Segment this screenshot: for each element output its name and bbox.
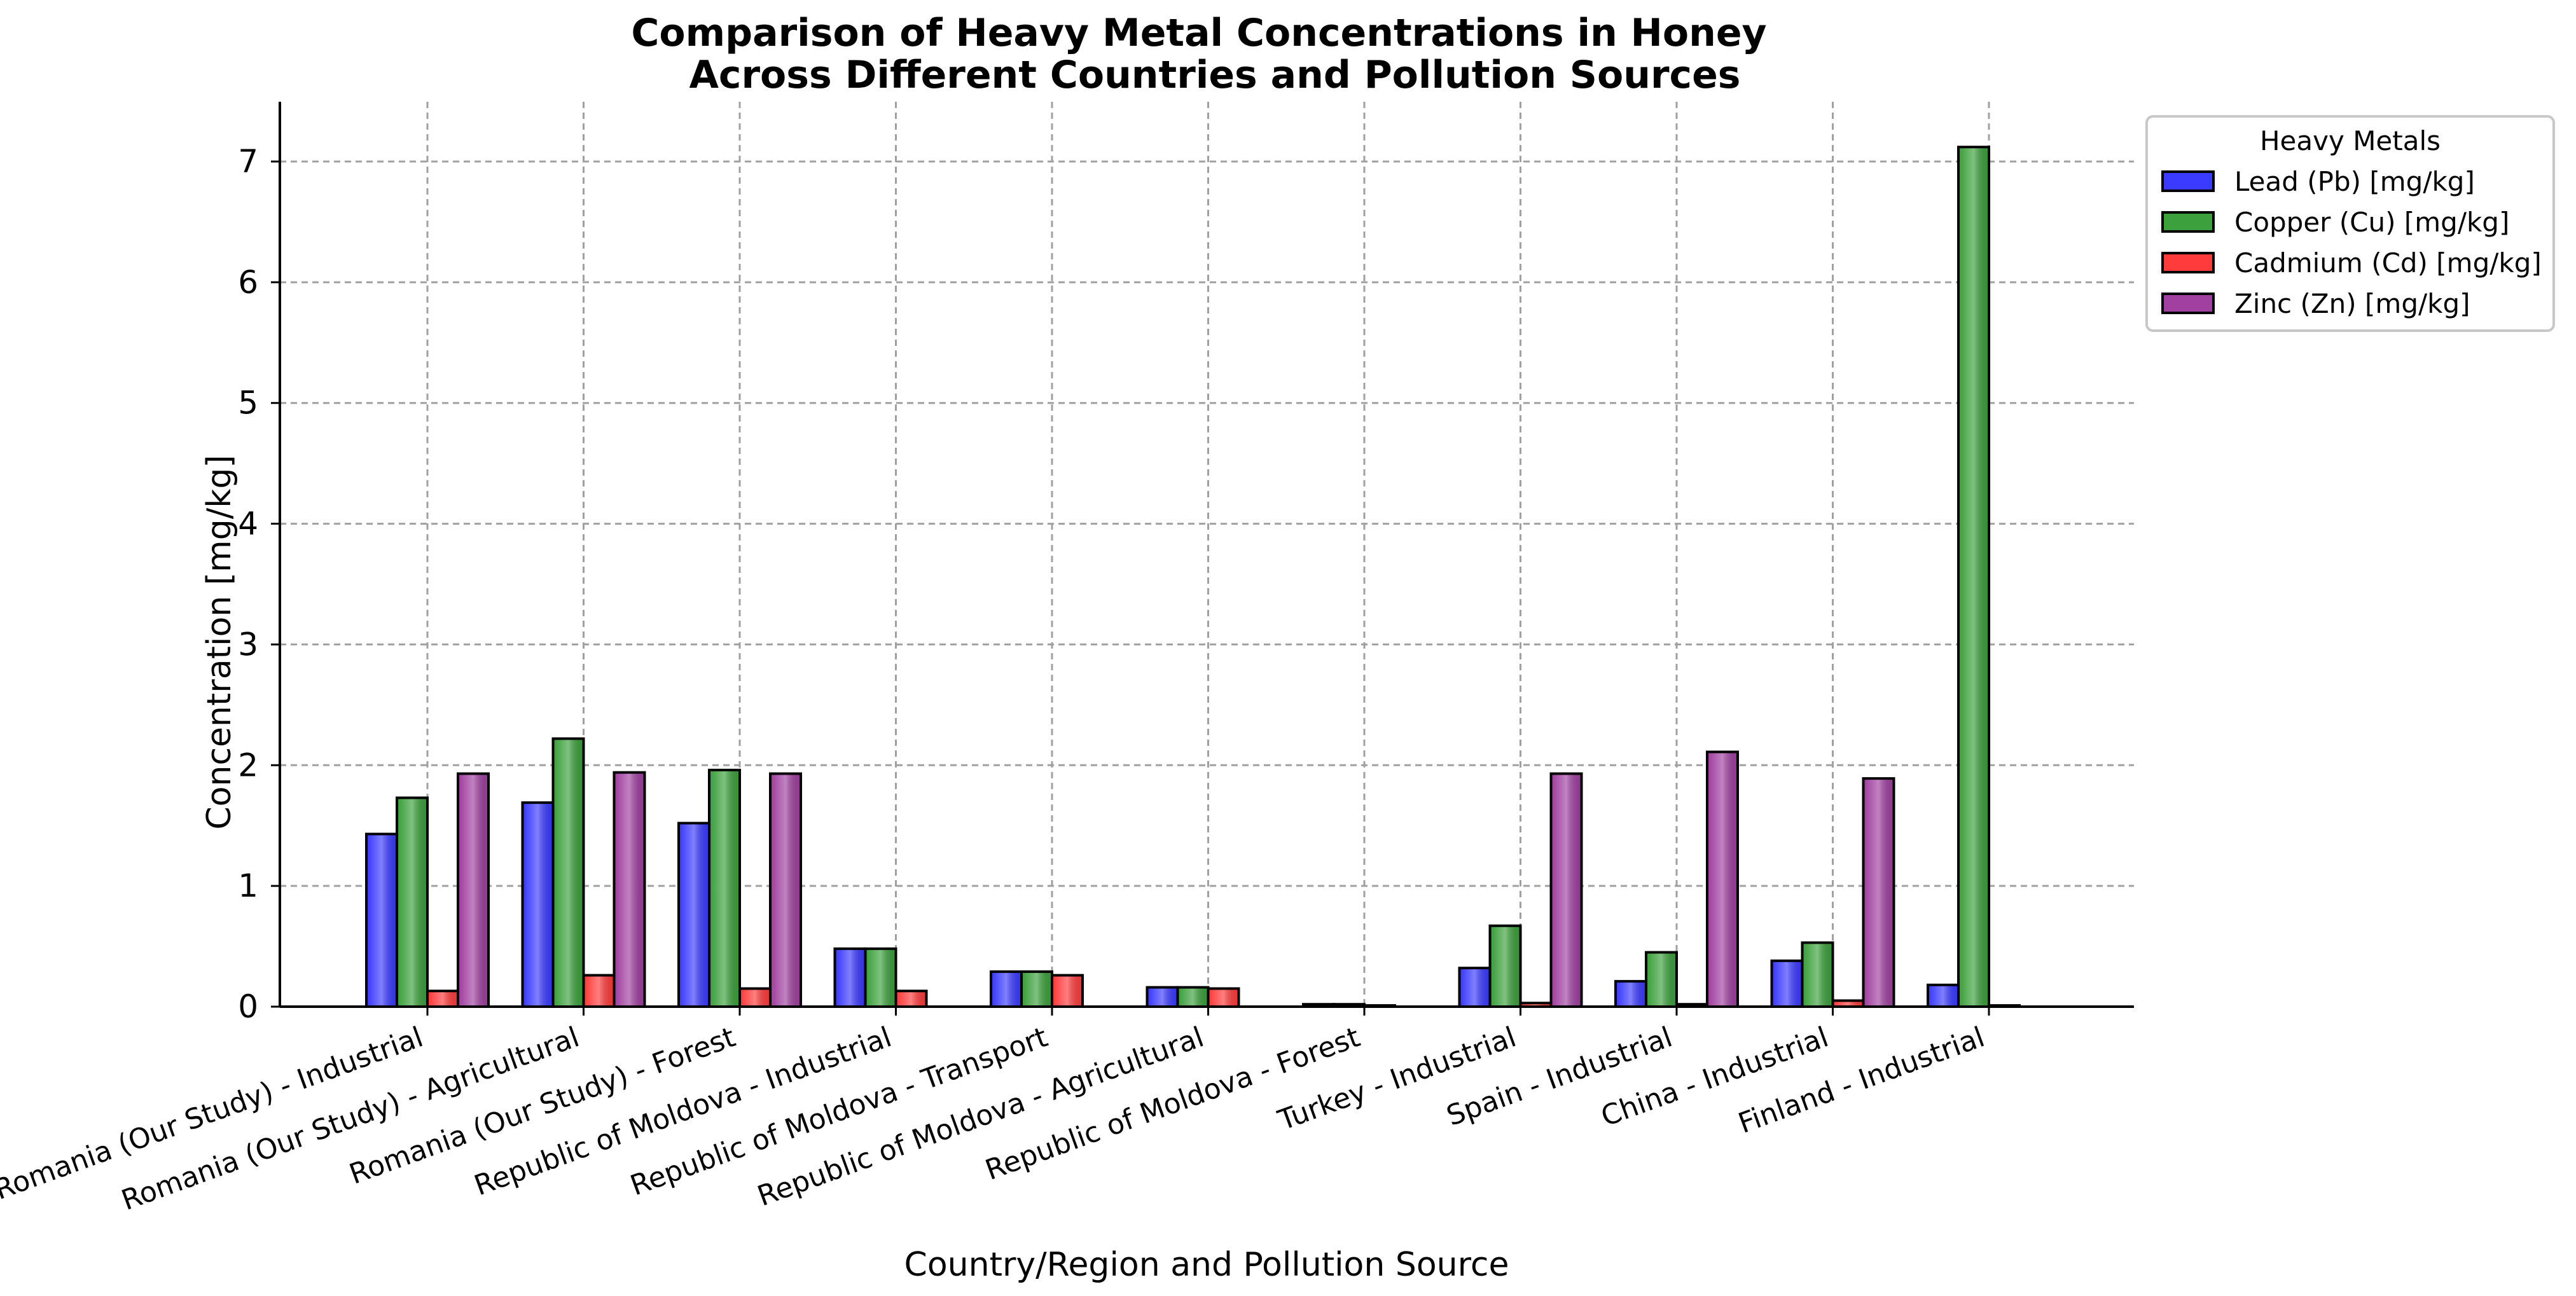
- bar-highlight: [741, 989, 769, 1005]
- chart-title-line-1: Comparison of Heavy Metal Concentrations…: [631, 11, 1766, 55]
- bar-highlight: [1460, 969, 1489, 1005]
- legend-label-lead: Lead (Pb) [mg/kg]: [2234, 166, 2475, 197]
- bar-highlight: [1491, 927, 1520, 1005]
- legend: Heavy Metals Lead (Pb) [mg/kg] Copper (Cu…: [2145, 115, 2555, 332]
- bar-highlight: [398, 799, 426, 1005]
- y-tick-label: 3: [238, 626, 258, 663]
- y-tick-label: 4: [238, 506, 258, 542]
- bar-highlight: [866, 949, 895, 1005]
- bar-highlight: [1960, 148, 1988, 1005]
- bar-highlight: [523, 804, 552, 1005]
- bar-highlight: [459, 775, 487, 1005]
- legend-swatch-lead: [2161, 170, 2215, 192]
- bar-highlight: [1179, 988, 1207, 1005]
- y-tick-label: 0: [238, 988, 258, 1025]
- bar-highlight: [1023, 972, 1051, 1005]
- bar-highlight: [836, 949, 864, 1005]
- bar-highlight: [897, 992, 925, 1005]
- y-tick-label: 7: [238, 143, 258, 180]
- y-ticks: 0 1 2 3 4 5 6 7: [238, 143, 280, 1025]
- y-tick-label: 6: [238, 264, 258, 301]
- bar-highlight: [680, 824, 708, 1005]
- bar-highlight: [1209, 989, 1238, 1005]
- bar-highlight: [585, 976, 613, 1005]
- bar-highlight: [992, 972, 1020, 1005]
- y-axis-label: Concentration [mg/kg]: [200, 455, 239, 829]
- bar-highlight: [368, 835, 396, 1005]
- bar-highlight: [615, 773, 644, 1005]
- bar-highlight: [1834, 1002, 1862, 1005]
- bar-highlight: [1708, 753, 1736, 1005]
- bar-highlight: [1929, 986, 1957, 1005]
- bar-highlight: [1053, 976, 1081, 1005]
- y-tick-label: 2: [238, 747, 258, 783]
- grid: [280, 102, 2134, 1007]
- legend-label-copper: Copper (Cu) [mg/kg]: [2234, 207, 2509, 238]
- bar-highlight: [429, 992, 457, 1005]
- bar-highlight: [772, 775, 800, 1005]
- legend-frame: [2145, 115, 2555, 332]
- bar-highlight: [1521, 1004, 1550, 1005]
- legend-label-zinc: Zinc (Zn) [mg/kg]: [2234, 288, 2470, 319]
- legend-swatch-zinc: [2161, 293, 2215, 314]
- x-axis-label: Country/Region and Pollution Source: [904, 1246, 1509, 1284]
- y-tick-label: 1: [238, 867, 258, 904]
- legend-swatch-copper: [2161, 211, 2215, 233]
- bar-highlight: [1864, 780, 1893, 1005]
- bar-highlight: [1148, 988, 1177, 1005]
- bar-highlight: [554, 740, 583, 1005]
- legend-title: Heavy Metals: [2260, 125, 2441, 156]
- y-tick-label: 5: [238, 385, 258, 422]
- bar-highlight: [1617, 982, 1645, 1005]
- legend-items: Lead (Pb) [mg/kg] Copper (Cu) [mg/kg] Cadm…: [2161, 166, 2542, 319]
- bar-highlight: [1647, 953, 1675, 1005]
- axes: [279, 102, 2134, 1008]
- bar-highlight: [1773, 962, 1801, 1005]
- chart-title-line-2: Across Different Countries and Pollution…: [689, 53, 1740, 97]
- x-ticks: Romania (Our Study) - IndustrialRomania …: [0, 1007, 1990, 1217]
- bars: [365, 146, 2021, 1009]
- legend-label-cadmium: Cadmium (Cd) [mg/kg]: [2234, 247, 2542, 279]
- bar-highlight: [1803, 944, 1832, 1005]
- bar-highlight: [710, 771, 738, 1005]
- legend-swatch-cadmium: [2161, 252, 2215, 273]
- bar-highlight: [1552, 775, 1581, 1005]
